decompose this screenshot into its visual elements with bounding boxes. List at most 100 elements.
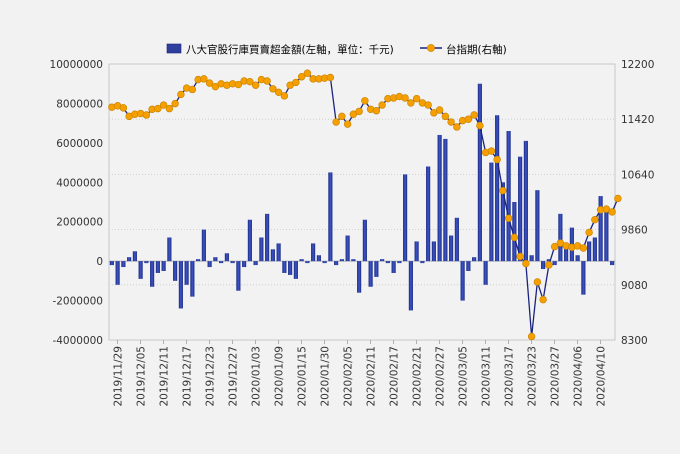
bar (362, 219, 367, 262)
index-point (269, 85, 277, 93)
index-point (205, 79, 214, 87)
bar (523, 140, 528, 262)
bar (224, 253, 229, 262)
index-point (188, 85, 197, 94)
bar (270, 249, 275, 262)
index-point (171, 99, 179, 108)
right-tick-label: 8300 (621, 335, 648, 347)
bar (385, 261, 390, 264)
right-y-axis: 12200 11420 10640 9860 9080 8300 (621, 59, 654, 347)
left-tick-label: 10000000 (50, 59, 103, 71)
bar (334, 261, 339, 266)
index-point (234, 80, 243, 89)
x-tick-label: 2020/02/11 (366, 346, 378, 407)
bar (328, 172, 333, 262)
line-series (108, 69, 622, 341)
bar (472, 257, 477, 262)
bar (115, 261, 120, 285)
index-point (119, 104, 128, 112)
index-point (200, 75, 208, 83)
bar-series (109, 83, 615, 311)
index-point (614, 194, 622, 203)
bar (541, 261, 546, 270)
bar (500, 182, 505, 262)
x-tick-label: 2020/03/17 (504, 346, 516, 407)
bar (299, 259, 304, 262)
index-point (447, 118, 455, 126)
x-tick-label: 2020/01/15 (297, 346, 309, 407)
bar (575, 255, 580, 262)
bar (282, 261, 287, 273)
index-point (504, 214, 513, 222)
bar (512, 202, 517, 262)
bar (127, 257, 132, 262)
bar (121, 261, 126, 268)
bar (236, 261, 241, 291)
bar (230, 261, 235, 264)
bar (305, 261, 310, 264)
bar (265, 213, 270, 262)
index-point (527, 332, 536, 341)
bar (610, 261, 615, 266)
x-tick-label: 2020/02/17 (389, 346, 401, 407)
x-tick-label: 2020/03/11 (481, 346, 493, 407)
bar (345, 235, 350, 262)
x-tick-label: 2020/01/09 (274, 346, 286, 407)
bar (414, 241, 419, 262)
bar (311, 243, 316, 262)
bar (529, 255, 534, 262)
bar (242, 261, 247, 268)
bar (259, 237, 264, 262)
legend-bar-swatch (166, 43, 182, 54)
bar (403, 174, 408, 262)
index-point (343, 120, 352, 128)
index-point (326, 73, 335, 82)
bar (351, 259, 356, 262)
index-point (510, 233, 519, 242)
bar (201, 229, 206, 262)
bar (196, 259, 201, 262)
index-point (424, 101, 432, 109)
left-y-axis: 10000000 8000000 6000000 4000000 2000000 0 -20… (50, 59, 103, 347)
right-tick-label: 10640 (621, 169, 654, 181)
index-point (412, 94, 421, 103)
right-tick-label: 9860 (621, 225, 648, 237)
index-point (591, 215, 599, 224)
index-point (303, 69, 312, 77)
left-tick-label: 2000000 (56, 217, 103, 229)
index-point (516, 252, 524, 261)
bar (109, 261, 114, 266)
x-tick-label: 2019/12/11 (159, 346, 171, 407)
index-point (372, 107, 381, 115)
bar (454, 217, 459, 262)
index-point (585, 228, 593, 237)
bar (466, 261, 471, 271)
bar (161, 261, 166, 271)
index-point (165, 104, 174, 113)
right-tick-label: 11420 (621, 114, 654, 126)
bar (397, 261, 402, 264)
index-point (441, 112, 450, 121)
bar (552, 261, 557, 266)
index-point (401, 94, 409, 102)
bar (604, 205, 609, 262)
bar (138, 261, 143, 279)
bar (437, 134, 442, 262)
right-tick-label: 12200 (621, 59, 654, 71)
bar (316, 255, 321, 262)
index-point (453, 123, 461, 131)
x-tick-label: 2020/02/05 (343, 346, 355, 407)
bar (483, 261, 488, 285)
bar (368, 261, 373, 287)
bar (339, 259, 344, 262)
bar (144, 261, 149, 264)
bar (489, 162, 494, 262)
bar (495, 115, 500, 262)
index-point (338, 112, 346, 121)
bar (443, 138, 448, 262)
bar (477, 83, 482, 262)
bar (598, 196, 603, 262)
index-point (539, 295, 547, 304)
